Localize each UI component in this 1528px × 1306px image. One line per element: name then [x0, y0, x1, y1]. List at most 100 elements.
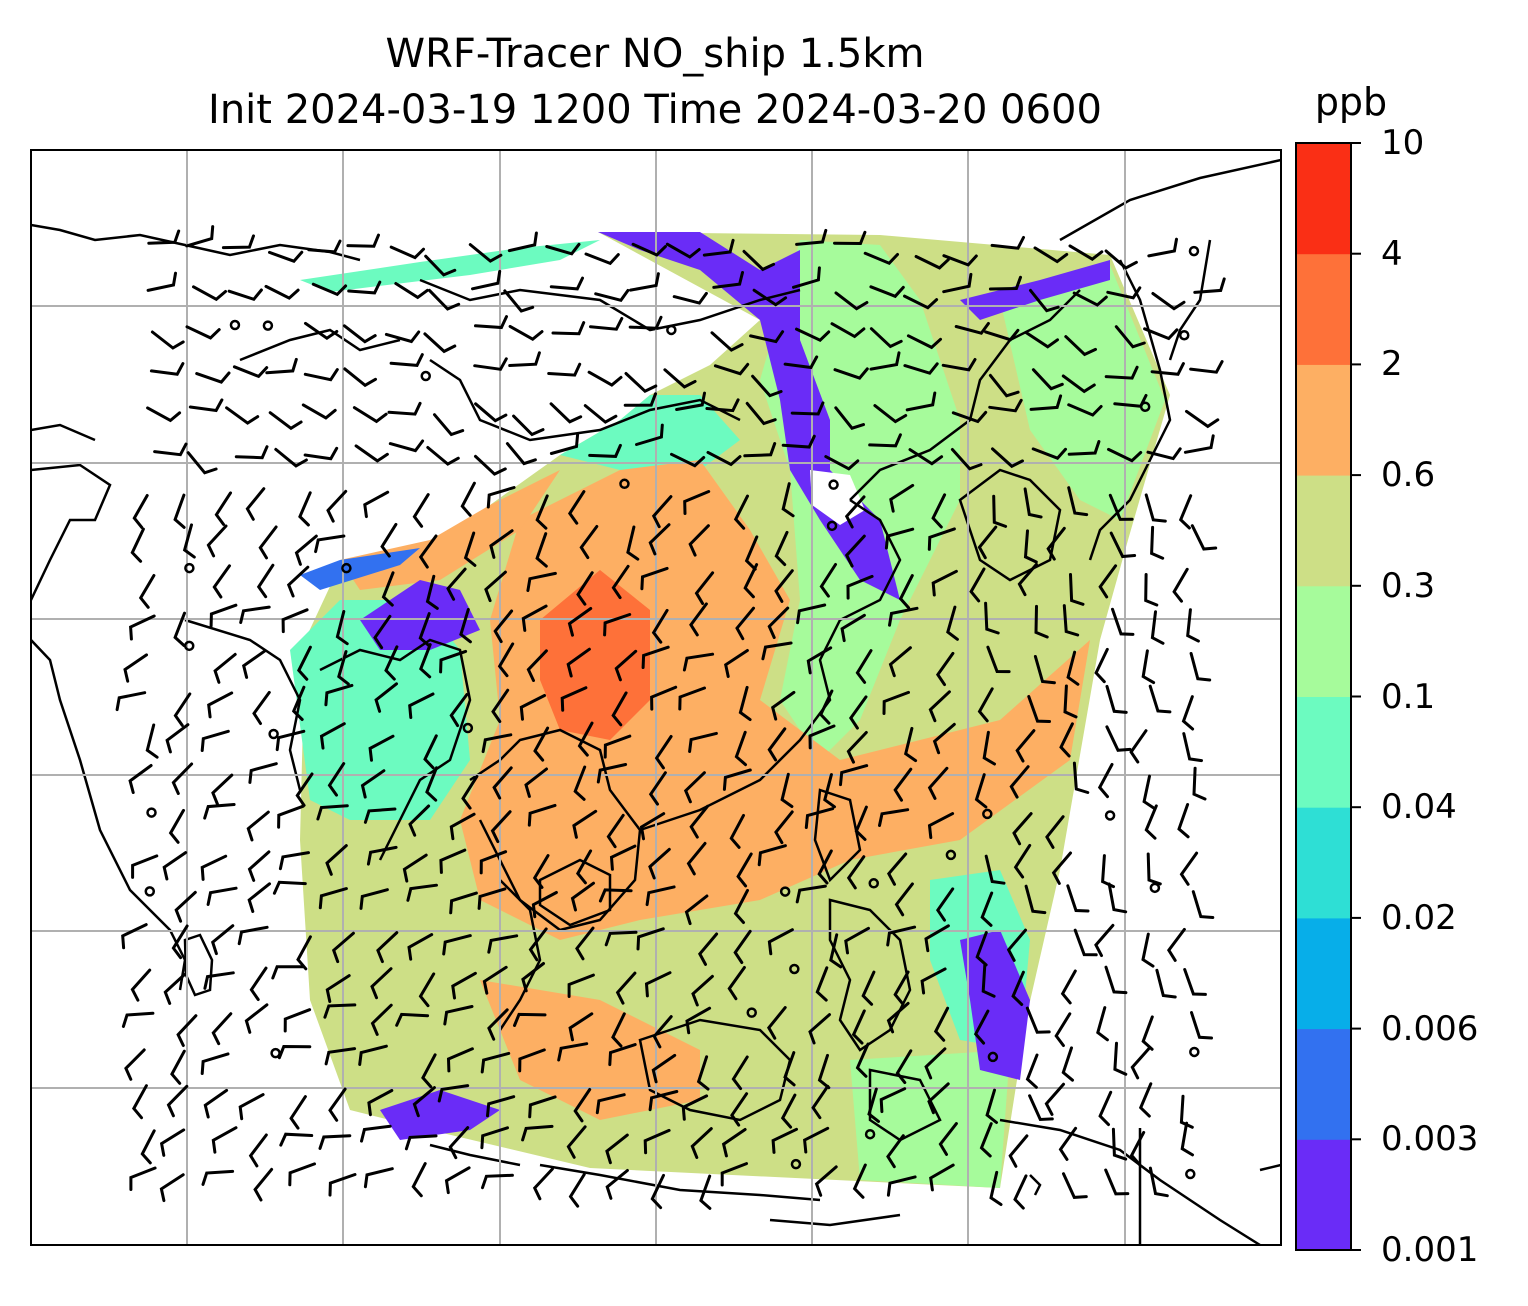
wind-barb	[286, 565, 310, 598]
wind-barb	[752, 288, 788, 307]
wind-barb	[713, 362, 750, 376]
wind-barb	[927, 766, 949, 800]
wind-barb	[844, 926, 870, 955]
wind-barb	[195, 371, 231, 384]
wind-barb	[370, 967, 393, 1000]
wind-barb	[924, 1047, 947, 1080]
wind-barb	[931, 493, 947, 529]
wind-barb	[508, 324, 544, 342]
wind-barb	[1186, 608, 1200, 643]
wind-barb	[1129, 1130, 1146, 1166]
wind-barb	[767, 727, 787, 762]
wind-barb	[325, 974, 351, 1003]
wind-barb	[628, 315, 663, 330]
wind-barb	[942, 254, 978, 267]
wind-barb	[1098, 1090, 1113, 1127]
wind-barb	[497, 642, 515, 678]
wind-barb	[545, 242, 581, 256]
wind-barb	[840, 613, 866, 643]
wind-barb	[938, 1122, 958, 1156]
wind-barb	[670, 452, 706, 468]
wind-barb	[823, 773, 836, 809]
wind-barb	[783, 1051, 796, 1087]
wind-barb	[1190, 1011, 1213, 1040]
wind-barb	[988, 398, 1023, 413]
calm-wind-circle	[1188, 245, 1200, 257]
wind-barb	[855, 1042, 870, 1078]
wind-barb	[446, 1047, 474, 1073]
wind-barb	[174, 890, 197, 923]
wind-barb	[854, 805, 868, 841]
wind-barb	[425, 574, 439, 610]
wind-barb	[611, 1012, 626, 1048]
wind-barb	[123, 653, 148, 683]
wind-barb	[363, 490, 390, 519]
wind-barb	[697, 932, 719, 966]
wind-barb	[354, 444, 389, 463]
colorbar-segment	[1296, 917, 1351, 1030]
wind-barb	[589, 317, 624, 331]
wind-barb	[861, 970, 876, 1006]
wind-barb	[131, 1084, 148, 1120]
wind-barb	[360, 769, 386, 799]
wind-barb	[982, 730, 996, 766]
wind-barb	[992, 494, 1008, 528]
wind-barb	[573, 765, 587, 801]
wind-barbs	[115, 225, 1226, 1210]
wind-barb	[984, 854, 1006, 885]
wind-barb	[808, 1013, 831, 1045]
wind-barb	[606, 813, 625, 849]
wind-barb	[460, 481, 476, 517]
wind-barb	[352, 406, 388, 424]
wind-barb	[212, 564, 231, 599]
wind-barb	[873, 404, 908, 424]
wind-barb	[1107, 882, 1128, 914]
wind-barb	[894, 882, 914, 917]
wind-barb	[163, 973, 186, 1005]
wind-barb	[690, 1127, 713, 1159]
wind-barb	[935, 651, 955, 687]
wind-barb	[1033, 246, 1069, 264]
wind-barb	[1177, 803, 1190, 839]
wind-barb	[442, 934, 472, 956]
wind-barb	[272, 880, 307, 895]
wind-barb	[477, 887, 507, 910]
wind-barb	[491, 688, 510, 723]
wind-barb	[384, 330, 421, 344]
wind-barb	[631, 242, 667, 257]
wind-barb	[1006, 928, 1027, 962]
colorbar-segment	[1296, 364, 1351, 476]
wind-barb	[1101, 854, 1115, 889]
wind-barb	[203, 1088, 229, 1119]
colorbar-tick-label: 0.003	[1381, 1119, 1479, 1160]
wind-barb	[1192, 766, 1207, 801]
wind-barb	[702, 238, 735, 257]
colorbar-tick-label: 0.02	[1381, 897, 1457, 938]
wind-barb	[641, 645, 670, 669]
wind-barb	[950, 448, 983, 471]
wind-barb	[419, 643, 432, 679]
calm-wind-circle	[268, 728, 279, 740]
wind-barb	[1025, 1006, 1051, 1034]
wind-barb	[297, 645, 312, 681]
wind-barb	[882, 690, 910, 715]
wind-barb	[1111, 607, 1135, 636]
wind-barb	[720, 1162, 748, 1187]
wind-barb	[328, 1087, 347, 1122]
wind-barb	[1193, 277, 1226, 294]
wind-barb	[951, 410, 988, 424]
wind-barb	[735, 606, 755, 641]
wind-barb	[446, 567, 467, 601]
wind-barb	[304, 321, 339, 341]
wind-barb	[264, 284, 300, 300]
wind-barb	[185, 225, 215, 248]
wind-barb	[672, 291, 708, 305]
wind-barb	[848, 695, 868, 730]
wind-barb	[281, 608, 309, 634]
wind-barb	[408, 804, 431, 837]
wind-barb	[795, 228, 828, 246]
wind-barb	[1066, 650, 1080, 686]
wind-barb	[932, 722, 956, 755]
calm-wind-circle	[789, 963, 800, 975]
wind-barb	[275, 729, 306, 752]
